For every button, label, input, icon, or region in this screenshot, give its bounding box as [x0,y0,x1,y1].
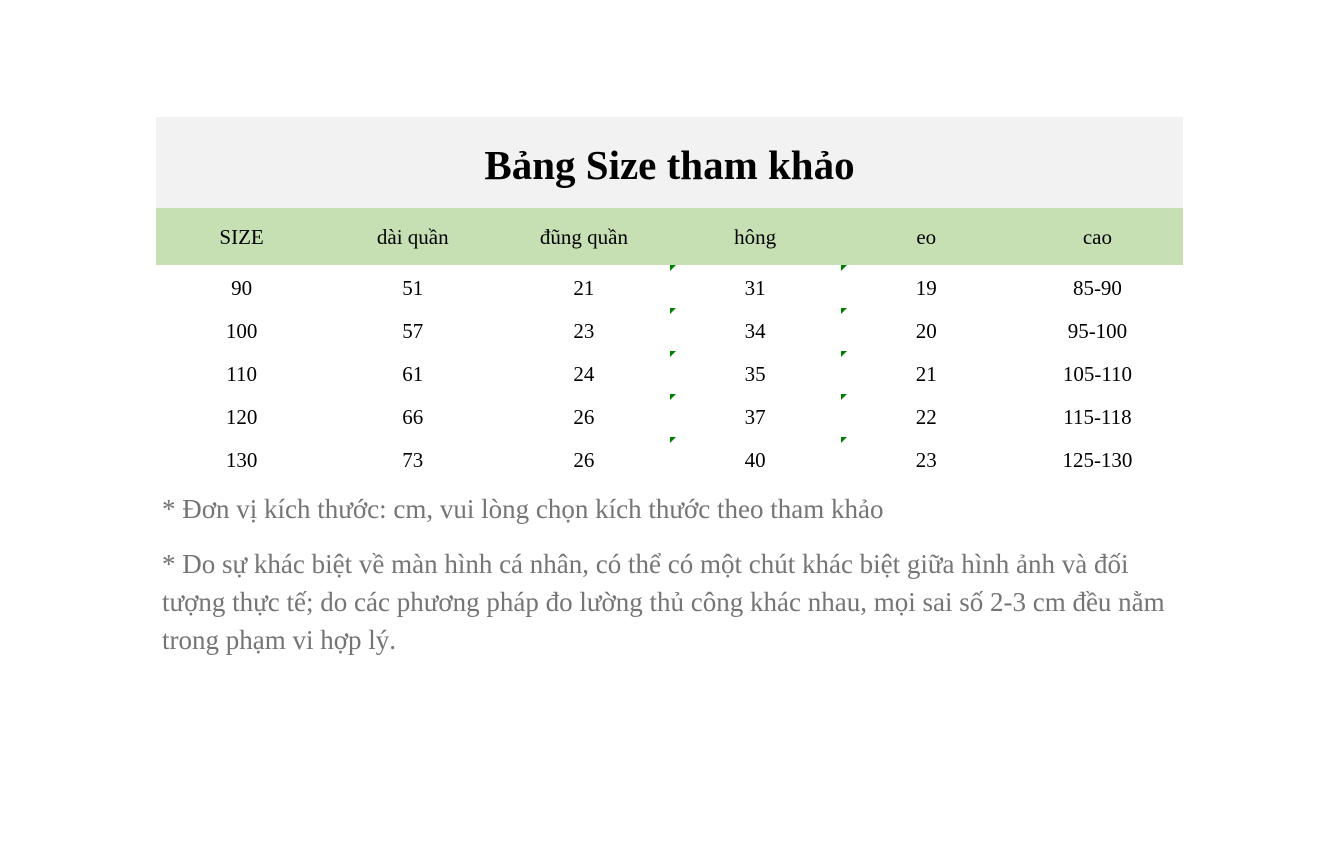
note-disclaimer: * Do sự khác biệt về màn hình cá nhân, c… [162,549,1165,655]
table-cell: 110 [226,362,257,386]
table-cell: 73 [402,448,424,472]
notes: * Đơn vị kích thước: cm, vui lòng chọn k… [162,490,1187,676]
table-cell: 35 [669,351,841,394]
table-cell: 130 [225,448,258,472]
size-table: Bảng Size tham khảo SIZE dài quần đũng q… [156,117,1183,480]
table-cell: 105-110 [1062,362,1133,386]
table-cell: 40 [669,437,841,480]
table-cell: 21 [573,276,595,300]
table-cell: 85-90 [1072,276,1122,300]
header-height: cao [1082,225,1113,249]
table-cell: 95-100 [1067,319,1128,343]
table-row: 120 66 26 37 22 115-118 [156,394,1183,437]
table-cell: 31 [669,265,841,308]
table-cell: 22 [840,394,1012,437]
table-cell: 23 [573,319,595,343]
table-cell: 125-130 [1062,448,1133,472]
table-row: 100 57 23 34 20 95-100 [156,308,1183,351]
table-row: 110 61 24 35 21 105-110 [156,351,1183,394]
header-waist: eo [916,225,937,249]
table-cell: 34 [669,308,841,351]
table-cell: 90 [231,276,253,300]
header-hip: hông [734,225,777,249]
table-cell: 21 [840,351,1012,394]
table-body: 90 51 21 31 19 85-90 100 57 23 34 20 95-100 110 61 24 3… [156,265,1183,480]
table-cell: 115-118 [1063,405,1132,429]
table-cell: 20 [840,308,1012,351]
table-cell: 57 [402,319,424,343]
table-cell: 23 [840,437,1012,480]
table-cell: 100 [225,319,258,343]
header-crotch: đũng quần [539,225,628,249]
table-cell: 26 [573,448,595,472]
note-units: * Đơn vị kích thước: cm, vui lòng chọn k… [162,494,884,524]
header-length: dài quần [376,225,449,249]
table-cell: 120 [225,405,258,429]
table-cell: 37 [669,394,841,437]
table-cell: 19 [840,265,1012,308]
table-row: 130 73 26 40 23 125-130 [156,437,1183,480]
table-cell: 51 [402,276,424,300]
header-row: SIZE dài quần đũng quần hông eo cao [156,208,1183,265]
table-cell: 66 [402,405,424,429]
header-size: SIZE [219,225,264,249]
table-title: Bảng Size tham khảo [156,117,1183,208]
table-cell: 24 [573,362,595,386]
table-cell: 61 [402,362,424,386]
table-row: 90 51 21 31 19 85-90 [156,265,1183,308]
table-cell: 26 [573,405,595,429]
